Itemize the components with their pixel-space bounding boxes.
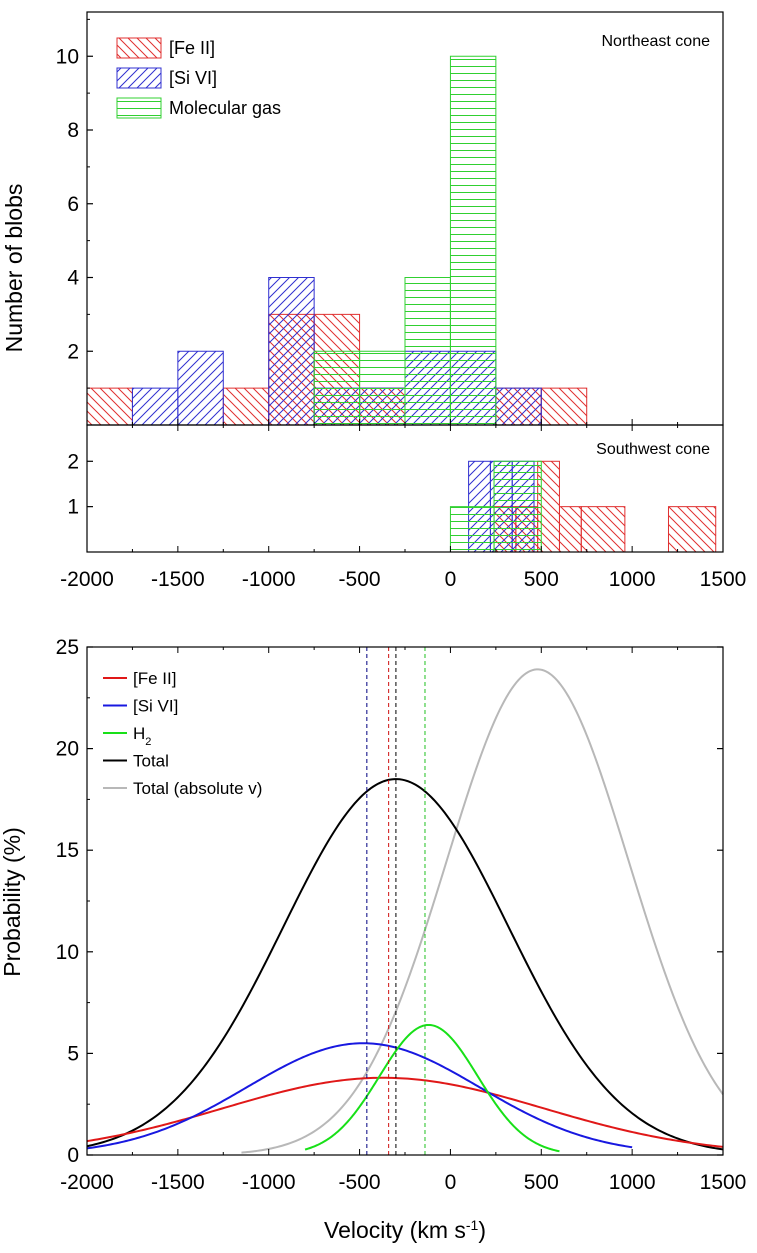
curve-fe-ii (86, 1076, 724, 1148)
prob-x-tick-label-6: 1000 (609, 1171, 656, 1194)
northeast-y-tick-label-0: 2 (67, 340, 79, 363)
southwest-y-tick-label-0: 1 (67, 496, 79, 519)
curve-si-vi (86, 1042, 633, 1150)
probability-curves (86, 668, 724, 1154)
legend-label-fe-ii: [Fe II] (169, 38, 215, 58)
northeast-bar-si-vi-1 (177, 350, 224, 426)
probability-panel: 0 5 10 15 20 25 -2000 -1500 -1000 -500 0 500 1000 15… (0, 636, 746, 1243)
legend-swatch-si-vi (116, 67, 162, 89)
probability-y-ticks: 0 5 10 15 20 25 (56, 636, 723, 1167)
northeast-y-tick-label-2: 6 (67, 193, 79, 216)
southwest-bar-fe-ii-3 (558, 506, 582, 553)
southwest-bar-molecular-gas-1 (493, 460, 542, 553)
legend-swatch-molecular-gas (116, 97, 162, 119)
curve-h2 (304, 1023, 560, 1153)
northeast-legend: [Fe II] [Si VI] Molecular gas (116, 37, 281, 119)
probability-mean-lines (366, 647, 426, 1155)
northeast-bar-molecular-gas-1 (359, 350, 406, 426)
northeast-bar-fe-ii-1 (222, 387, 270, 426)
x-label-end: ) (478, 1217, 486, 1243)
northeast-bars (86, 55, 588, 426)
southwest-bars (449, 460, 717, 553)
northeast-y-tick-label-4: 10 (56, 45, 79, 68)
prob-y-tick-label-2: 10 (56, 941, 79, 964)
northeast-bar-molecular-gas-0 (313, 350, 361, 426)
northeast-y-tick-label-1: 4 (67, 267, 79, 290)
southwest-bar-molecular-gas-0 (449, 506, 495, 553)
probability-x-ticks: -2000 -1500 -1000 -500 0 500 1000 1500 (60, 647, 746, 1194)
southwest-x-tick-label-5: 500 (524, 568, 559, 591)
northeast-bar-molecular-gas-3 (449, 55, 497, 426)
northeast-bar-molecular-gas-2 (404, 277, 451, 426)
northeast-y-ticks: 2 4 6 8 10 (56, 18, 93, 389)
prob-legend-label-2: H2 (133, 724, 151, 748)
southwest-bar-fe-ii-5 (667, 506, 717, 553)
northeast-bar-si-vi-2 (268, 277, 315, 426)
southwest-x-tick-label-1: -1500 (151, 568, 205, 591)
southwest-x-tick-label-0: -2000 (60, 568, 114, 591)
probability-legend: [Fe II] [Si VI] H2 Total Total (absolute v) (103, 669, 262, 798)
prob-x-tick-label-5: 500 (524, 1171, 559, 1194)
northeast-bar-si-vi-0 (131, 387, 179, 426)
legend-swatch-fe-ii (116, 37, 162, 59)
prob-legend-label-4: Total (absolute v) (133, 779, 262, 798)
northeast-bar-fe-ii-0 (86, 387, 133, 426)
prob-x-tick-label-4: 0 (445, 1171, 457, 1194)
southwest-x-tick-label-3: -500 (339, 568, 381, 591)
prob-x-tick-label-7: 1500 (700, 1171, 747, 1194)
southwest-histogram-panel: 12 -2000 -1500 -1000 -500 0 500 1000 1500 South… (60, 424, 746, 591)
northeast-annotation: Northeast cone (601, 33, 710, 50)
probability-x-label: Velocity (km s-1) (324, 1217, 486, 1243)
southwest-y-ticks: 12 (67, 450, 93, 519)
prob-legend-label-0: [Fe II] (133, 669, 176, 688)
legend-label-si-vi: [Si VI] (169, 68, 217, 88)
prob-x-tick-label-2: -1000 (242, 1171, 296, 1194)
prob-y-tick-label-0: 0 (67, 1144, 79, 1167)
northeast-bar-fe-ii-6 (540, 387, 588, 426)
southwest-x-tick-label-4: 0 (445, 568, 457, 591)
prob-x-tick-label-1: -1500 (151, 1171, 205, 1194)
curve-total-absolute-v (241, 668, 724, 1154)
northeast-histogram-panel: 2 4 6 8 10 Northeast cone Number of blobs [F… (1, 11, 724, 426)
prob-y-tick-label-5: 25 (56, 636, 79, 659)
prob-legend-label-1: [Si VI] (133, 697, 178, 716)
probability-y-label: Probability (%) (0, 827, 25, 977)
northeast-y-label: Number of blobs (1, 184, 27, 353)
southwest-annotation: Southwest cone (596, 441, 710, 458)
prob-x-tick-label-0: -2000 (60, 1171, 114, 1194)
southwest-x-tick-label-6: 1000 (609, 568, 656, 591)
prob-legend-label-3: Total (133, 752, 169, 771)
southwest-x-tick-label-2: -1000 (242, 568, 296, 591)
southwest-x-tick-label-7: 1500 (700, 568, 747, 591)
prob-x-tick-label-3: -500 (339, 1171, 381, 1194)
legend-label-molecular-gas: Molecular gas (169, 98, 281, 118)
prob-y-tick-label-1: 5 (67, 1042, 79, 1065)
southwest-y-tick-label-1: 2 (67, 450, 79, 473)
northeast-y-tick-label-3: 8 (67, 119, 79, 142)
prob-y-tick-label-4: 20 (56, 738, 79, 761)
prob-y-tick-label-3: 15 (56, 839, 79, 862)
x-label-main: Velocity (km s (324, 1217, 466, 1243)
northeast-bar-si-vi-7 (495, 387, 542, 426)
southwest-x-ticks: -2000 -1500 -1000 -500 0 500 1000 1500 (60, 568, 746, 591)
southwest-bar-fe-ii-4 (580, 506, 626, 553)
x-label-superscript: -1 (466, 1217, 479, 1233)
curve-total (86, 778, 724, 1151)
